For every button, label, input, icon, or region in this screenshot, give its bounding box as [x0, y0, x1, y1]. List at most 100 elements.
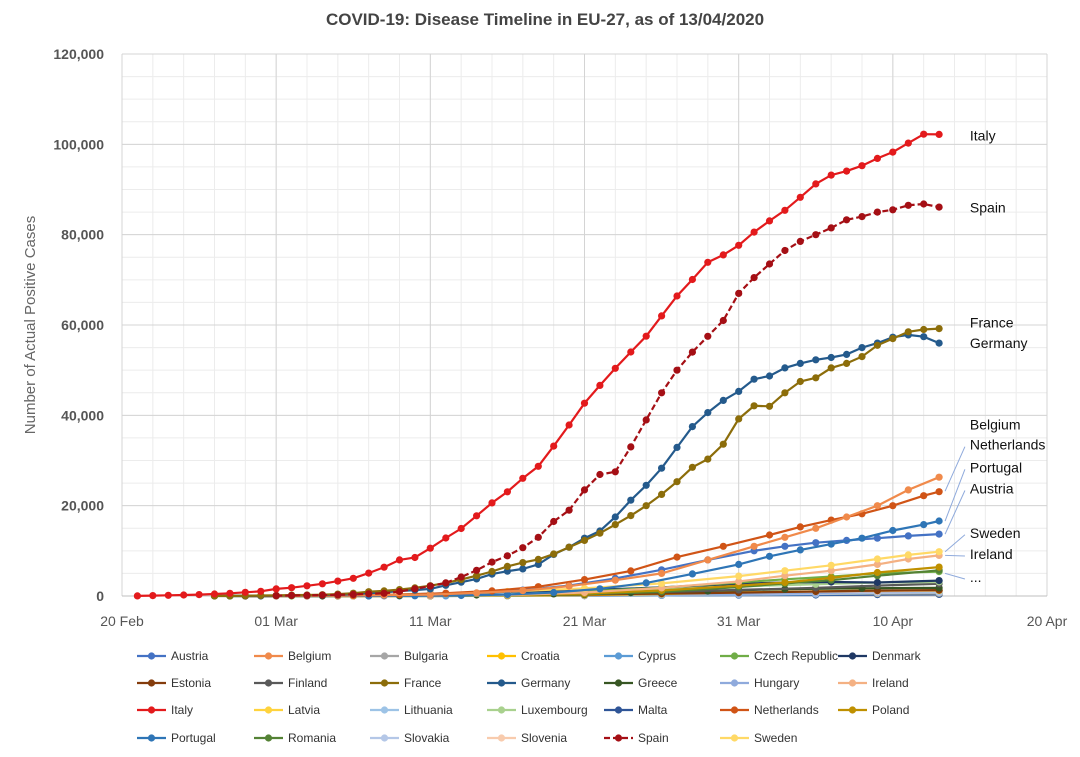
- data-point: [904, 201, 912, 209]
- annotation-label: Spain: [970, 200, 1006, 216]
- data-point: [781, 364, 789, 372]
- data-point: [457, 524, 465, 533]
- legend-item: Ireland: [838, 676, 909, 690]
- data-point: [704, 455, 712, 463]
- data-point: [873, 560, 882, 569]
- data-point: [873, 555, 882, 563]
- legend-swatch-marker: [147, 652, 156, 660]
- data-point: [750, 274, 758, 282]
- data-point: [611, 364, 619, 372]
- y-tick-label: 100,000: [53, 136, 104, 152]
- data-point: [858, 213, 866, 221]
- data-point: [565, 421, 573, 429]
- data-point: [288, 591, 296, 600]
- data-point: [473, 566, 481, 574]
- legend-swatch-marker: [147, 679, 156, 687]
- legend-label: Estonia: [171, 676, 211, 690]
- data-point: [704, 409, 712, 417]
- annotation-leader: [945, 554, 965, 557]
- legend-swatch-marker: [730, 706, 739, 714]
- data-point: [488, 567, 496, 576]
- legend-label: Belgium: [288, 649, 331, 663]
- data-point: [873, 568, 882, 577]
- legend-label: Bulgaria: [404, 649, 448, 663]
- legend-label: Sweden: [754, 731, 797, 745]
- data-point: [858, 162, 866, 170]
- data-point: [673, 292, 681, 300]
- data-point: [735, 241, 743, 249]
- x-tick-label: 20 Apr: [1027, 613, 1068, 629]
- data-point: [781, 533, 789, 541]
- data-point: [935, 203, 943, 211]
- data-point: [719, 396, 727, 404]
- data-point: [688, 423, 697, 431]
- legend-swatch-marker: [147, 734, 156, 742]
- data-point: [765, 217, 774, 225]
- data-point: [596, 529, 604, 537]
- data-point: [627, 511, 635, 520]
- y-axis-label: Number of Actual Positive Cases: [22, 216, 39, 434]
- data-point: [272, 585, 280, 593]
- data-point: [796, 237, 804, 245]
- annotation-leader: [944, 446, 966, 492]
- x-tick-label: 01 Mar: [254, 613, 298, 629]
- data-point: [735, 560, 743, 569]
- data-point: [565, 582, 573, 590]
- data-point: [334, 591, 342, 599]
- data-point: [750, 228, 758, 236]
- legend-label: Austria: [171, 649, 209, 663]
- data-point: [935, 577, 943, 585]
- legend-swatch-marker: [264, 679, 273, 687]
- data-point: [889, 526, 897, 535]
- data-point: [843, 359, 851, 367]
- series-line: [214, 333, 940, 597]
- data-point: [611, 521, 619, 529]
- data-point: [627, 567, 635, 575]
- data-point: [658, 464, 666, 472]
- legend-swatch-marker: [730, 734, 739, 742]
- legend-label: Poland: [872, 703, 909, 717]
- data-point: [426, 582, 434, 590]
- data-point: [365, 569, 373, 577]
- data-point: [642, 332, 650, 340]
- legend-swatch-marker: [730, 679, 739, 687]
- data-point: [580, 399, 589, 407]
- data-point: [812, 180, 820, 188]
- data-point: [735, 289, 743, 297]
- data-point: [688, 570, 697, 578]
- legend-item: France: [370, 676, 442, 690]
- legend-label: Croatia: [521, 649, 560, 663]
- data-point: [781, 389, 789, 397]
- annotation-label: France: [970, 315, 1014, 331]
- data-point: [627, 443, 635, 451]
- data-point: [503, 590, 511, 599]
- legend-label: Lithuania: [404, 703, 453, 717]
- data-point: [503, 488, 511, 496]
- data-point: [719, 440, 727, 448]
- data-point: [210, 590, 219, 598]
- data-point: [534, 462, 542, 470]
- chart-title: COVID-19: Disease Timeline in EU-27, as …: [326, 10, 764, 29]
- annotation-label: Sweden: [970, 525, 1021, 541]
- data-point: [920, 333, 928, 341]
- data-point: [442, 534, 450, 542]
- data-point: [920, 492, 928, 500]
- data-point: [781, 542, 789, 550]
- data-point: [149, 592, 157, 600]
- data-point: [673, 443, 681, 451]
- data-point: [765, 260, 774, 268]
- legend-swatch-marker: [614, 706, 623, 714]
- data-point: [257, 587, 265, 595]
- data-point: [843, 513, 851, 521]
- x-tick-label: 31 Mar: [717, 613, 761, 629]
- data-point: [827, 171, 835, 179]
- data-point: [873, 154, 882, 162]
- data-point: [796, 523, 804, 531]
- legend-item: Denmark: [838, 649, 922, 663]
- legend-swatch-marker: [497, 706, 506, 714]
- data-point: [580, 536, 589, 545]
- data-point: [796, 377, 804, 386]
- data-point: [858, 353, 866, 361]
- data-point: [550, 550, 558, 558]
- data-point: [658, 569, 666, 578]
